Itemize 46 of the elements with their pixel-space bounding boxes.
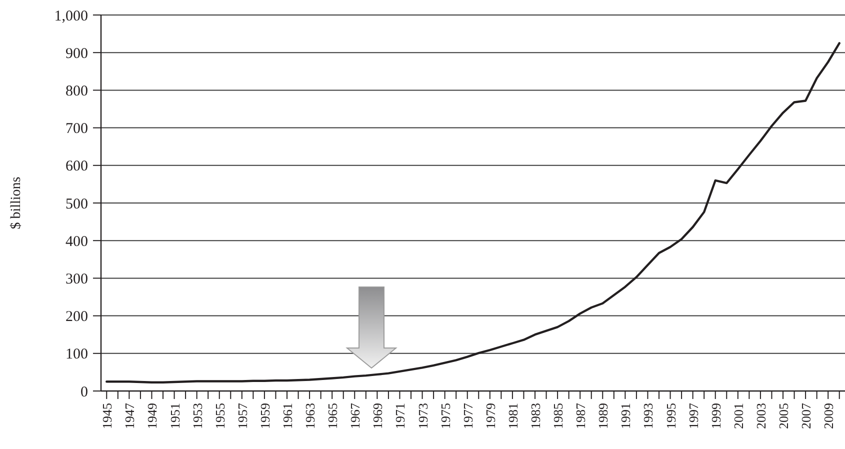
- x-tick-label: 1977: [460, 402, 476, 429]
- x-tick-label: 2007: [798, 402, 814, 429]
- x-tick-label: 1989: [596, 403, 611, 429]
- x-tick-label: 1951: [167, 403, 182, 429]
- x-tick-label: 1955: [212, 403, 228, 429]
- x-tick-label: 1979: [482, 403, 498, 429]
- x-tick-label: 1947: [122, 402, 138, 429]
- x-tick-label: 1957: [234, 402, 250, 429]
- y-tick-label: 700: [66, 121, 88, 138]
- x-tick-label: 1975: [438, 403, 453, 429]
- x-tick-label: 1959: [257, 403, 272, 429]
- y-tick-label: 900: [66, 46, 88, 62]
- x-tick-label: 2005: [776, 403, 791, 429]
- x-tick-label: 1981: [505, 403, 520, 429]
- y-tick-label: 100: [66, 346, 88, 363]
- y-tick-label: 200: [66, 309, 88, 326]
- x-tick-label: 1985: [550, 403, 566, 429]
- y-tick-label: 0: [80, 384, 88, 400]
- y-tick-label: 1,000: [54, 8, 88, 24]
- x-tick-label: 1987: [573, 402, 588, 429]
- x-tick-label: 1949: [144, 403, 160, 429]
- x-tick-label: 1967: [348, 402, 363, 429]
- x-tick-label: 1997: [686, 402, 701, 429]
- y-tick-label: 800: [66, 83, 88, 100]
- x-tick-label: 1953: [190, 403, 205, 429]
- x-tick-label: 1965: [325, 403, 340, 429]
- x-tick-label: 1961: [280, 403, 295, 429]
- x-tick-label: 1995: [663, 403, 678, 429]
- x-tick-label: 1991: [618, 403, 634, 429]
- x-tick-label: 1973: [415, 403, 430, 429]
- y-tick-label: 600: [66, 158, 88, 175]
- x-tick-label: 1969: [370, 403, 386, 429]
- x-tick-label: 1993: [640, 403, 656, 429]
- y-tick-label: 500: [66, 196, 88, 212]
- x-tick-label: 1983: [528, 403, 543, 429]
- x-tick-label: 2001: [730, 403, 746, 429]
- x-tick-label: 1999: [708, 403, 724, 429]
- line-series: [106, 42, 840, 384]
- y-axis-title: $ billions: [9, 176, 24, 230]
- x-tick-label: 1945: [100, 403, 115, 429]
- x-tick-label: 1971: [392, 403, 408, 429]
- x-tick-label: 2009: [821, 403, 836, 429]
- x-tick-label: 1963: [302, 403, 318, 429]
- y-tick-label: 300: [66, 271, 88, 288]
- x-tick-label: 2003: [753, 403, 768, 429]
- y-tick-label: 400: [66, 234, 88, 250]
